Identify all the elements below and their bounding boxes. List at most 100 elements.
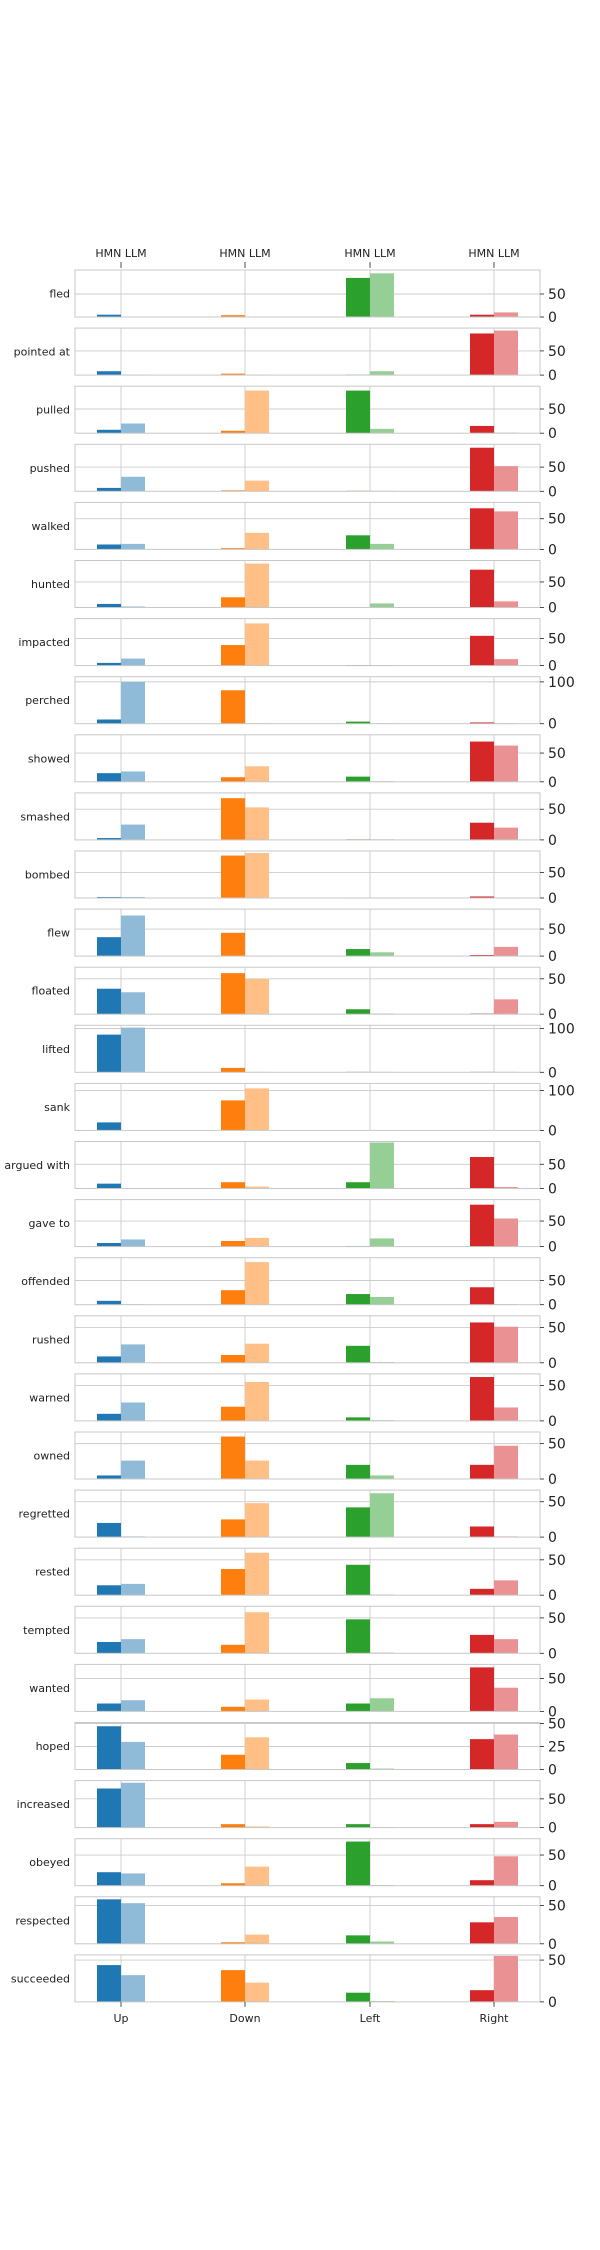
y-tick-label: 0 — [548, 1007, 557, 1023]
bar-owned-down-llm — [245, 1460, 269, 1479]
panel-offended: offended 0 50 — [21, 1257, 566, 1314]
panel-frame — [74, 1838, 541, 1887]
bar-hunted-down-llm — [245, 563, 269, 608]
bar-gave-to-left-llm — [370, 1238, 394, 1247]
panel-gave-to: gave to 0 50 — [28, 1199, 566, 1256]
y-tick-label: 0 — [548, 542, 557, 558]
row-label: respected — [15, 1914, 70, 1927]
panel-frame — [74, 966, 541, 1015]
bar-rushed-up-hmn — [97, 1356, 121, 1363]
bar-owned-left-hmn — [346, 1464, 370, 1479]
panel-rushed: rushed 0 50 — [32, 1315, 566, 1372]
y-tick-label: 0 — [548, 1821, 557, 1837]
y-tick-label: 0 — [548, 1937, 557, 1953]
y-tick-label: 50 — [548, 344, 566, 360]
bar-floated-left-hmn — [346, 1009, 370, 1015]
panel-frame — [74, 676, 541, 725]
bar-smashed-right-llm — [494, 827, 518, 840]
row-label: increased — [17, 1798, 70, 1811]
bar-walked-right-llm — [494, 511, 518, 550]
panel-argued-with: argued with 0 50 — [4, 1141, 566, 1198]
bar-gave-to-up-hmn — [97, 1243, 121, 1247]
bar-hunted-up-hmn — [97, 603, 121, 608]
panel-owned: owned 0 50 — [34, 1431, 566, 1488]
y-tick-label: 50 — [548, 1953, 566, 1969]
row-label: pulled — [36, 404, 70, 417]
top-tick-label: HMN LLM — [219, 247, 270, 260]
bar-succeeded-left-hmn — [346, 1992, 370, 2002]
bar-offended-up-hmn — [97, 1300, 121, 1305]
bar-walked-right-hmn — [470, 508, 494, 550]
bar-offended-right-hmn — [470, 1287, 494, 1305]
bar-smashed-down-llm — [245, 807, 269, 840]
bar-increased-up-hmn — [97, 1788, 121, 1828]
bar-respected-left-hmn — [346, 1935, 370, 1944]
row-label: rushed — [32, 1333, 70, 1346]
bar-wanted-left-llm — [370, 1698, 394, 1712]
row-label: regretted — [19, 1508, 70, 1521]
bar-flew-left-hmn — [346, 949, 370, 957]
bar-pulled-left-llm — [370, 428, 394, 434]
bar-tempted-down-hmn — [221, 1644, 245, 1654]
row-label: pointed at — [14, 346, 71, 359]
bar-impacted-up-hmn — [97, 662, 121, 666]
panel-showed: showed 0 50 — [28, 734, 566, 791]
y-tick-label: 100 — [548, 1083, 575, 1099]
bar-rested-right-llm — [494, 1580, 518, 1596]
y-tick-label: 0 — [548, 1182, 557, 1198]
bar-impacted-up-llm — [121, 658, 145, 666]
y-tick-label: 50 — [548, 512, 566, 528]
bar-tempted-up-hmn — [97, 1641, 121, 1654]
bar-owned-right-hmn — [470, 1464, 494, 1479]
bar-obeyed-down-llm — [245, 1866, 269, 1886]
panel-frame — [74, 385, 541, 434]
panel-frame — [74, 1722, 541, 1770]
bar-showed-down-llm — [245, 766, 269, 782]
bar-impacted-down-hmn — [221, 645, 245, 666]
bar-hunted-right-llm — [494, 601, 518, 608]
bar-owned-up-hmn — [97, 1475, 121, 1479]
bar-obeyed-right-llm — [494, 1856, 518, 1886]
row-label: offended — [21, 1275, 70, 1288]
y-tick-label: 50 — [548, 632, 566, 648]
y-tick-label: 0 — [548, 659, 557, 675]
y-tick-label: 50 — [548, 402, 566, 418]
bar-perched-up-hmn — [97, 719, 121, 724]
bar-pulled-down-hmn — [221, 430, 245, 434]
bar-hunted-up-llm — [121, 606, 145, 608]
bar-showed-right-llm — [494, 745, 518, 782]
panel-pointed-at: pointed at 0 50 — [14, 327, 566, 384]
bar-obeyed-right-hmn — [470, 1880, 494, 1886]
bar-pointed-at-right-hmn — [470, 333, 494, 376]
bar-sank-down-hmn — [221, 1100, 245, 1131]
panel-fled: fled 0 50 — [49, 269, 566, 326]
bar-hoped-down-llm — [245, 1737, 269, 1770]
category-label-up: Up — [113, 2012, 128, 2025]
y-tick-label: 0 — [548, 1530, 557, 1546]
y-tick-label: 50 — [548, 865, 566, 881]
bar-pointed-at-left-llm — [370, 371, 394, 376]
y-tick-label: 50 — [548, 1157, 566, 1173]
bar-hoped-up-llm — [121, 1741, 145, 1770]
y-tick-label: 0 — [548, 1704, 557, 1720]
bar-rushed-right-llm — [494, 1326, 518, 1363]
panel-frame — [74, 501, 541, 550]
bar-increased-right-llm — [494, 1821, 518, 1828]
panel-frame — [74, 269, 541, 318]
y-tick-label: 50 — [548, 972, 566, 988]
bar-respected-right-hmn — [470, 1922, 494, 1944]
bar-smashed-right-hmn — [470, 822, 494, 840]
y-tick-label: 50 — [548, 460, 566, 476]
bar-succeeded-right-llm — [494, 1955, 518, 2002]
bar-rushed-up-llm — [121, 1344, 145, 1363]
bar-respected-down-hmn — [221, 1942, 245, 1944]
y-tick-label: 50 — [548, 1320, 566, 1336]
bar-bombed-up-llm — [121, 896, 145, 898]
panel-tempted: tempted 0 50 — [23, 1605, 566, 1662]
bar-floated-down-hmn — [221, 973, 245, 1015]
bar-walked-down-llm — [245, 532, 269, 550]
y-tick-label: 50 — [548, 1792, 566, 1808]
bar-regretted-right-hmn — [470, 1526, 494, 1538]
